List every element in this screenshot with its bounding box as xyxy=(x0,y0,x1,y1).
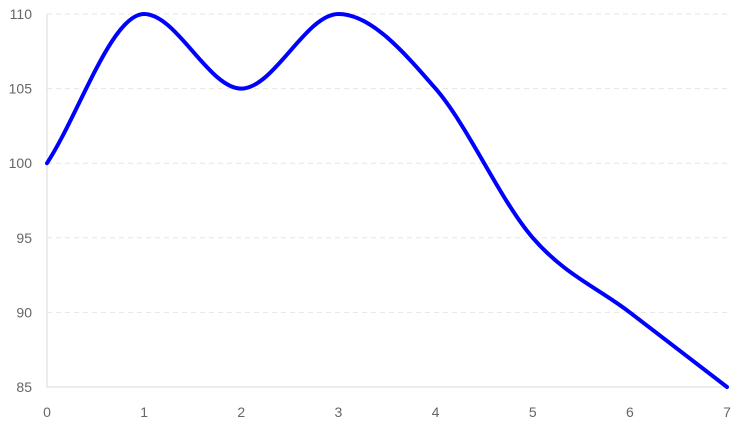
y-tick-label: 105 xyxy=(9,81,33,97)
x-tick-label: 6 xyxy=(626,404,634,420)
x-tick-label: 4 xyxy=(432,404,440,420)
x-tick-label: 3 xyxy=(335,404,343,420)
x-tick-label: 5 xyxy=(529,404,537,420)
y-tick-label: 85 xyxy=(16,379,32,395)
y-tick-label: 95 xyxy=(16,230,32,246)
x-tick-label: 7 xyxy=(723,404,731,420)
grid-lines xyxy=(47,13,727,388)
y-tick-label: 100 xyxy=(9,155,33,171)
x-tick-label: 2 xyxy=(237,404,245,420)
series-layer xyxy=(45,12,729,389)
tick-labels: 85 90 95 100 105 110 0 1 2 3 4 5 6 7 xyxy=(9,6,731,420)
x-tick-label: 1 xyxy=(140,404,148,420)
series-line-0 xyxy=(45,12,729,389)
y-tick-label: 110 xyxy=(10,6,33,22)
y-tick-label: 90 xyxy=(16,304,32,320)
x-tick-label: 0 xyxy=(43,404,51,420)
